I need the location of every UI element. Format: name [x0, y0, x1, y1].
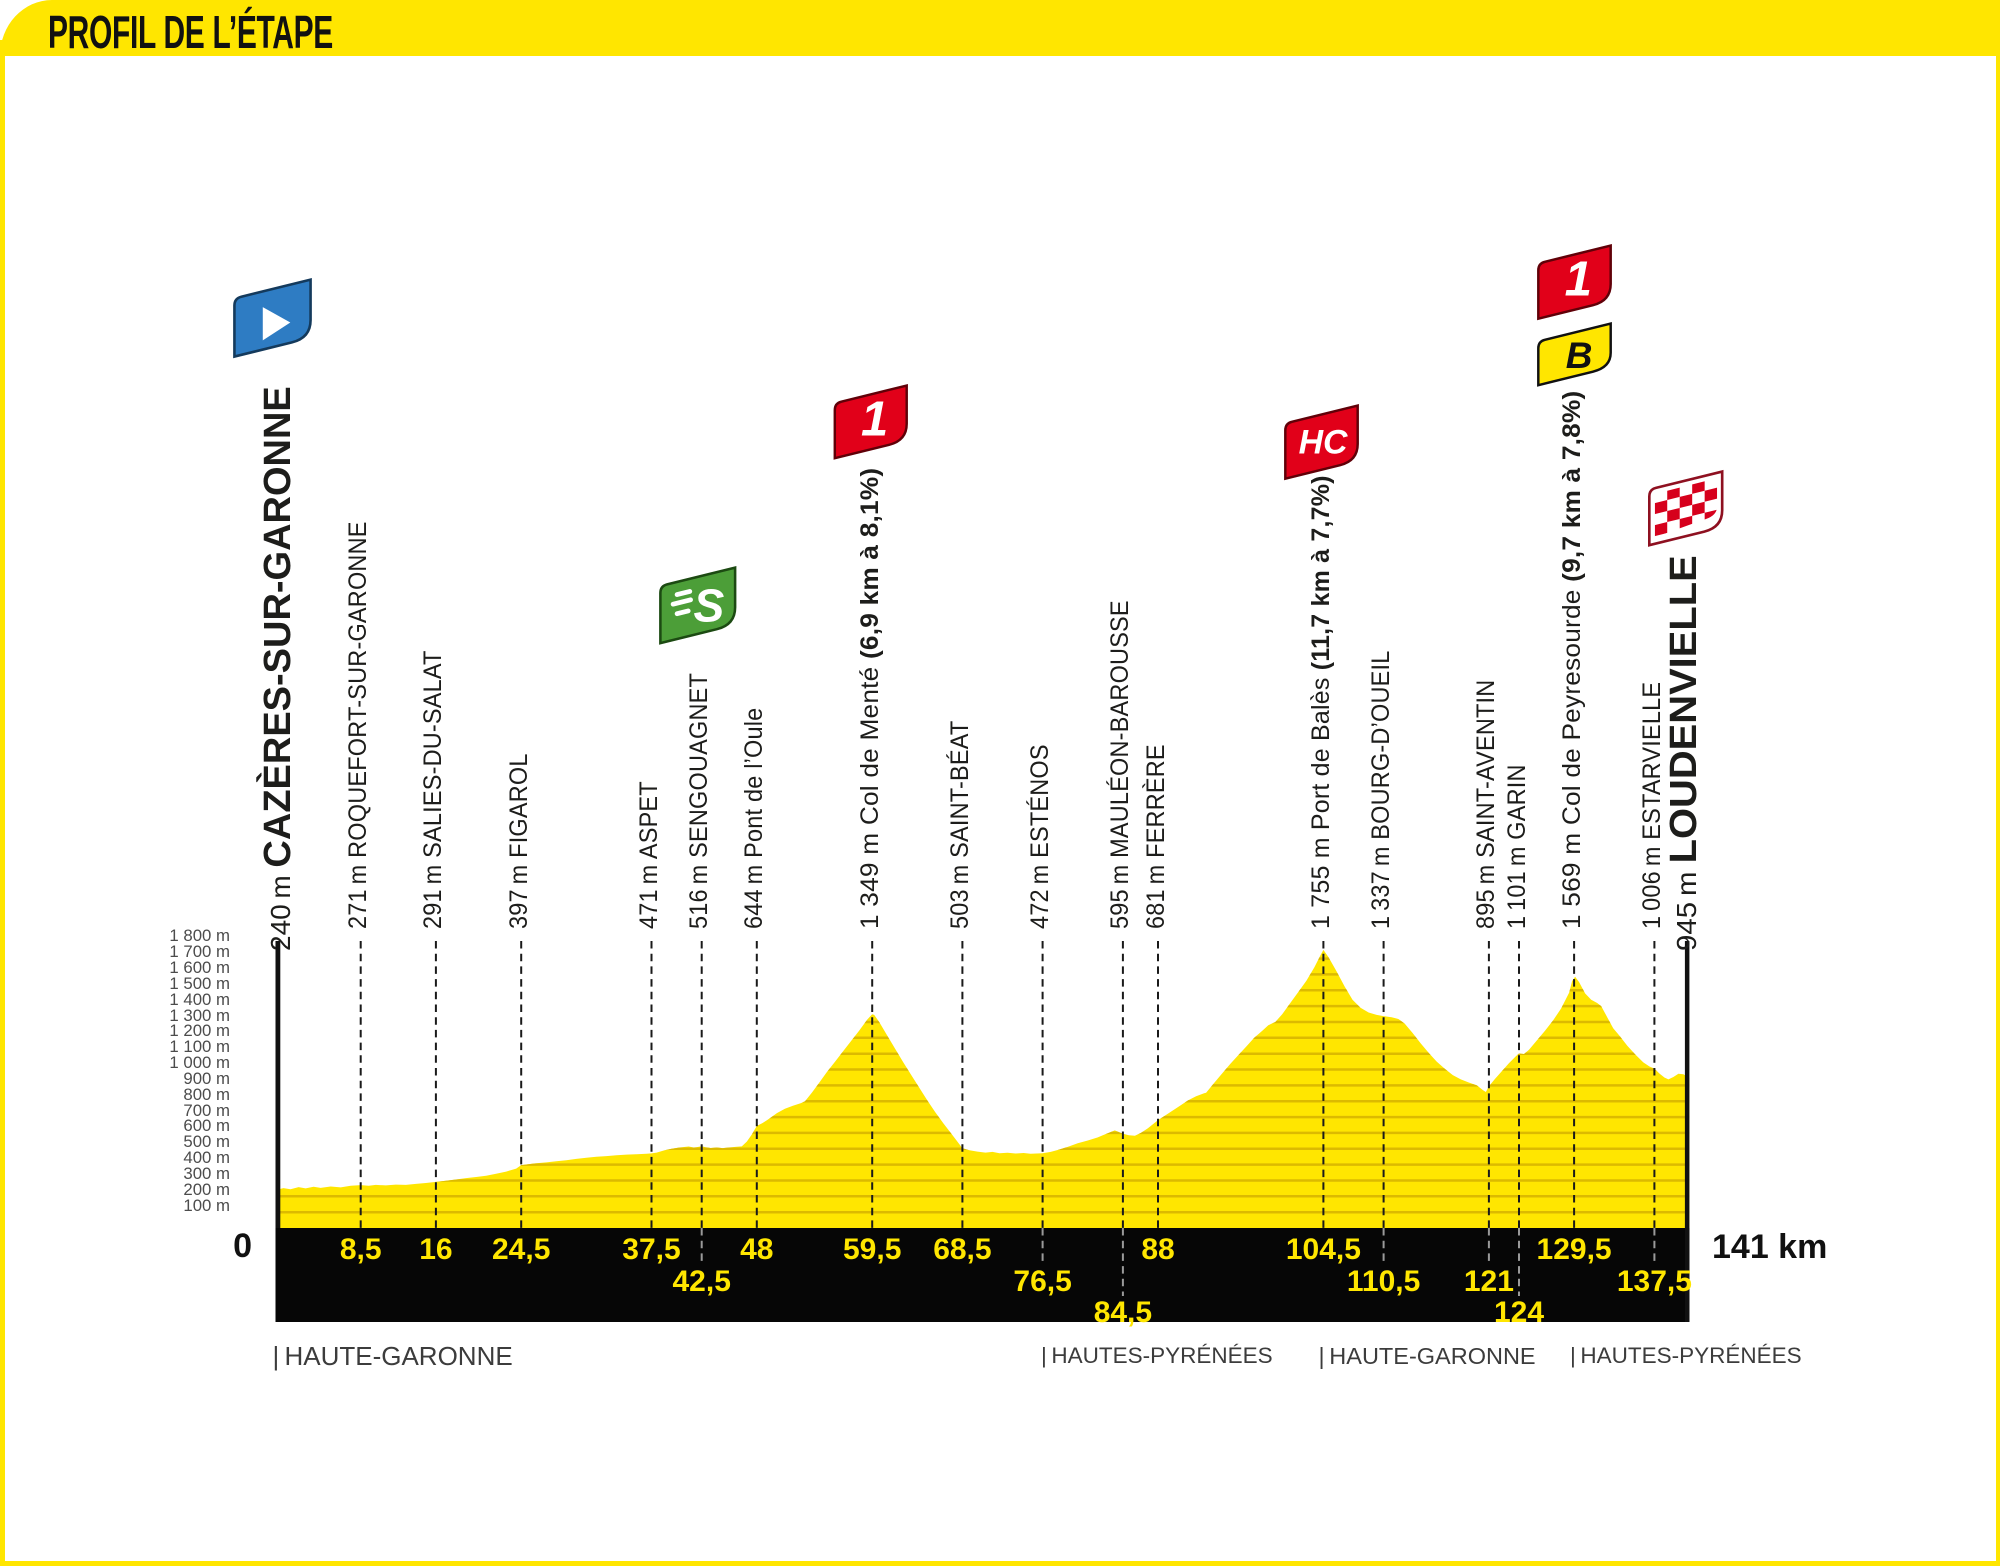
svg-text:B: B [1566, 335, 1593, 376]
svg-text:1: 1 [861, 392, 888, 446]
svg-text:HC: HC [1299, 423, 1348, 461]
svg-text:1: 1 [1565, 252, 1592, 307]
svg-text:S: S [694, 580, 725, 632]
